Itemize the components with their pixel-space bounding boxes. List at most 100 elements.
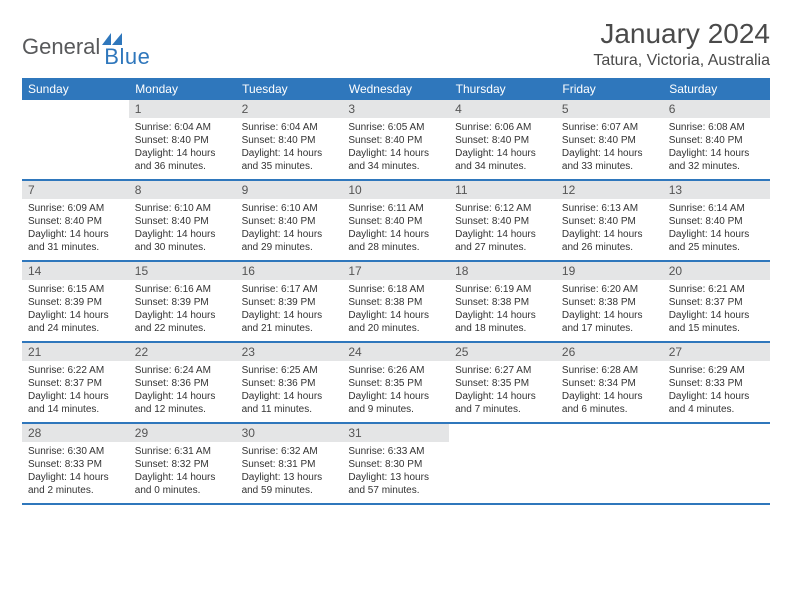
day-details: Sunrise: 6:29 AMSunset: 8:33 PMDaylight:… (663, 361, 770, 422)
calendar-day-cell: 20Sunrise: 6:21 AMSunset: 8:37 PMDayligh… (663, 261, 770, 342)
sunrise-line: Sunrise: 6:26 AM (348, 364, 443, 377)
brand-part1: General (22, 34, 100, 60)
daylight-line: Daylight: 14 hours and 33 minutes. (562, 147, 657, 173)
daylight-line: Daylight: 14 hours and 25 minutes. (669, 228, 764, 254)
day-number: 30 (236, 424, 343, 442)
sunset-line: Sunset: 8:40 PM (455, 134, 550, 147)
sunrise-line: Sunrise: 6:04 AM (135, 121, 230, 134)
day-details: Sunrise: 6:26 AMSunset: 8:35 PMDaylight:… (342, 361, 449, 422)
sunset-line: Sunset: 8:37 PM (28, 377, 123, 390)
sunset-line: Sunset: 8:33 PM (669, 377, 764, 390)
sunrise-line: Sunrise: 6:09 AM (28, 202, 123, 215)
calendar-day-cell: 29Sunrise: 6:31 AMSunset: 8:32 PMDayligh… (129, 423, 236, 504)
daylight-line: Daylight: 14 hours and 17 minutes. (562, 309, 657, 335)
daylight-line: Daylight: 14 hours and 21 minutes. (242, 309, 337, 335)
sunrise-line: Sunrise: 6:31 AM (135, 445, 230, 458)
sunrise-line: Sunrise: 6:07 AM (562, 121, 657, 134)
sunset-line: Sunset: 8:35 PM (455, 377, 550, 390)
calendar-day-cell: 28Sunrise: 6:30 AMSunset: 8:33 PMDayligh… (22, 423, 129, 504)
day-number: 12 (556, 181, 663, 199)
weekday-header-row: SundayMondayTuesdayWednesdayThursdayFrid… (22, 78, 770, 100)
sunrise-line: Sunrise: 6:16 AM (135, 283, 230, 296)
day-number: 28 (22, 424, 129, 442)
day-number: 11 (449, 181, 556, 199)
day-details: Sunrise: 6:30 AMSunset: 8:33 PMDaylight:… (22, 442, 129, 503)
day-details: Sunrise: 6:12 AMSunset: 8:40 PMDaylight:… (449, 199, 556, 260)
day-number: 20 (663, 262, 770, 280)
calendar-day-cell: 30Sunrise: 6:32 AMSunset: 8:31 PMDayligh… (236, 423, 343, 504)
daylight-line: Daylight: 14 hours and 26 minutes. (562, 228, 657, 254)
day-number: 8 (129, 181, 236, 199)
day-number: 27 (663, 343, 770, 361)
day-details: Sunrise: 6:14 AMSunset: 8:40 PMDaylight:… (663, 199, 770, 260)
day-number: 22 (129, 343, 236, 361)
day-number: 19 (556, 262, 663, 280)
daylight-line: Daylight: 14 hours and 2 minutes. (28, 471, 123, 497)
sunset-line: Sunset: 8:40 PM (562, 134, 657, 147)
daylight-line: Daylight: 14 hours and 14 minutes. (28, 390, 123, 416)
daylight-line: Daylight: 14 hours and 24 minutes. (28, 309, 123, 335)
day-number: 2 (236, 100, 343, 118)
day-number: 9 (236, 181, 343, 199)
calendar-day-cell: 17Sunrise: 6:18 AMSunset: 8:38 PMDayligh… (342, 261, 449, 342)
daylight-line: Daylight: 14 hours and 20 minutes. (348, 309, 443, 335)
day-number: 10 (342, 181, 449, 199)
sunrise-line: Sunrise: 6:12 AM (455, 202, 550, 215)
day-details: Sunrise: 6:10 AMSunset: 8:40 PMDaylight:… (236, 199, 343, 260)
title-block: January 2024 Tatura, Victoria, Australia (593, 18, 770, 70)
calendar-day-cell: 14Sunrise: 6:15 AMSunset: 8:39 PMDayligh… (22, 261, 129, 342)
sunset-line: Sunset: 8:33 PM (28, 458, 123, 471)
calendar-day-cell: 4Sunrise: 6:06 AMSunset: 8:40 PMDaylight… (449, 100, 556, 180)
calendar-body: 1Sunrise: 6:04 AMSunset: 8:40 PMDaylight… (22, 100, 770, 504)
daylight-line: Daylight: 14 hours and 12 minutes. (135, 390, 230, 416)
calendar-week-row: 7Sunrise: 6:09 AMSunset: 8:40 PMDaylight… (22, 180, 770, 261)
sunset-line: Sunset: 8:37 PM (669, 296, 764, 309)
brand-part2: Blue (104, 44, 150, 70)
sunrise-line: Sunrise: 6:15 AM (28, 283, 123, 296)
daylight-line: Daylight: 14 hours and 32 minutes. (669, 147, 764, 173)
calendar-day-cell: 11Sunrise: 6:12 AMSunset: 8:40 PMDayligh… (449, 180, 556, 261)
daylight-line: Daylight: 14 hours and 34 minutes. (455, 147, 550, 173)
daylight-line: Daylight: 14 hours and 11 minutes. (242, 390, 337, 416)
sunset-line: Sunset: 8:39 PM (135, 296, 230, 309)
sunset-line: Sunset: 8:38 PM (562, 296, 657, 309)
daylight-line: Daylight: 14 hours and 29 minutes. (242, 228, 337, 254)
sunrise-line: Sunrise: 6:20 AM (562, 283, 657, 296)
calendar-day-cell: 7Sunrise: 6:09 AMSunset: 8:40 PMDaylight… (22, 180, 129, 261)
month-title: January 2024 (593, 18, 770, 50)
day-details: Sunrise: 6:04 AMSunset: 8:40 PMDaylight:… (236, 118, 343, 179)
sunrise-line: Sunrise: 6:18 AM (348, 283, 443, 296)
day-details: Sunrise: 6:32 AMSunset: 8:31 PMDaylight:… (236, 442, 343, 503)
calendar-day-cell: 27Sunrise: 6:29 AMSunset: 8:33 PMDayligh… (663, 342, 770, 423)
weekday-header: Wednesday (342, 78, 449, 100)
day-number: 23 (236, 343, 343, 361)
sunset-line: Sunset: 8:40 PM (455, 215, 550, 228)
day-number: 17 (342, 262, 449, 280)
sunset-line: Sunset: 8:40 PM (669, 215, 764, 228)
day-details: Sunrise: 6:33 AMSunset: 8:30 PMDaylight:… (342, 442, 449, 503)
day-number: 21 (22, 343, 129, 361)
day-number: 15 (129, 262, 236, 280)
calendar-week-row: 28Sunrise: 6:30 AMSunset: 8:33 PMDayligh… (22, 423, 770, 504)
calendar-day-cell: 18Sunrise: 6:19 AMSunset: 8:38 PMDayligh… (449, 261, 556, 342)
daylight-line: Daylight: 14 hours and 22 minutes. (135, 309, 230, 335)
sunset-line: Sunset: 8:30 PM (348, 458, 443, 471)
sunset-line: Sunset: 8:38 PM (455, 296, 550, 309)
day-details: Sunrise: 6:31 AMSunset: 8:32 PMDaylight:… (129, 442, 236, 503)
calendar-day-cell: 16Sunrise: 6:17 AMSunset: 8:39 PMDayligh… (236, 261, 343, 342)
day-details: Sunrise: 6:10 AMSunset: 8:40 PMDaylight:… (129, 199, 236, 260)
day-details: Sunrise: 6:18 AMSunset: 8:38 PMDaylight:… (342, 280, 449, 341)
weekday-header: Monday (129, 78, 236, 100)
day-details: Sunrise: 6:07 AMSunset: 8:40 PMDaylight:… (556, 118, 663, 179)
day-number: 3 (342, 100, 449, 118)
calendar-day-cell: 9Sunrise: 6:10 AMSunset: 8:40 PMDaylight… (236, 180, 343, 261)
day-details: Sunrise: 6:06 AMSunset: 8:40 PMDaylight:… (449, 118, 556, 179)
daylight-line: Daylight: 14 hours and 34 minutes. (348, 147, 443, 173)
weekday-header: Saturday (663, 78, 770, 100)
weekday-header: Tuesday (236, 78, 343, 100)
calendar-day-cell: 31Sunrise: 6:33 AMSunset: 8:30 PMDayligh… (342, 423, 449, 504)
sunrise-line: Sunrise: 6:33 AM (348, 445, 443, 458)
sunset-line: Sunset: 8:39 PM (28, 296, 123, 309)
calendar-day-cell: 6Sunrise: 6:08 AMSunset: 8:40 PMDaylight… (663, 100, 770, 180)
weekday-header: Thursday (449, 78, 556, 100)
